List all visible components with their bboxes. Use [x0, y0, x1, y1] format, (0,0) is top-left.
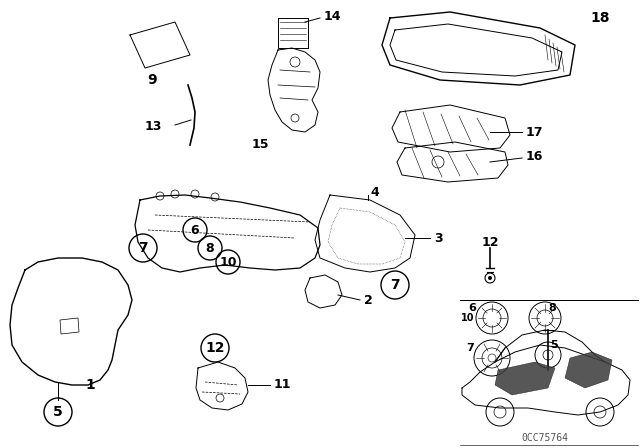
Text: 11: 11 — [274, 379, 291, 392]
Text: 12: 12 — [481, 236, 499, 249]
Text: 17: 17 — [526, 125, 543, 138]
Polygon shape — [565, 352, 612, 388]
Text: 7: 7 — [467, 343, 474, 353]
Text: 7: 7 — [138, 241, 148, 255]
Text: 16: 16 — [526, 151, 543, 164]
Text: 15: 15 — [252, 138, 269, 151]
Text: 6: 6 — [468, 303, 476, 313]
Text: 2: 2 — [364, 293, 372, 306]
Circle shape — [488, 276, 492, 280]
Text: 1: 1 — [85, 378, 95, 392]
Text: 18: 18 — [590, 11, 609, 25]
Text: 9: 9 — [147, 73, 157, 87]
Text: 5: 5 — [53, 405, 63, 419]
Text: 10: 10 — [461, 313, 474, 323]
Text: 4: 4 — [370, 185, 379, 198]
Text: 13: 13 — [145, 120, 162, 133]
Text: 5: 5 — [550, 340, 557, 350]
Text: 3: 3 — [434, 232, 443, 245]
Text: 7: 7 — [390, 278, 400, 292]
Text: 6: 6 — [191, 224, 199, 237]
Polygon shape — [495, 362, 555, 395]
Text: 14: 14 — [324, 9, 342, 22]
Text: 8: 8 — [548, 303, 556, 313]
Text: 12: 12 — [205, 341, 225, 355]
Text: 0CC75764: 0CC75764 — [522, 433, 568, 443]
Text: 10: 10 — [220, 255, 237, 268]
Text: 8: 8 — [205, 241, 214, 254]
